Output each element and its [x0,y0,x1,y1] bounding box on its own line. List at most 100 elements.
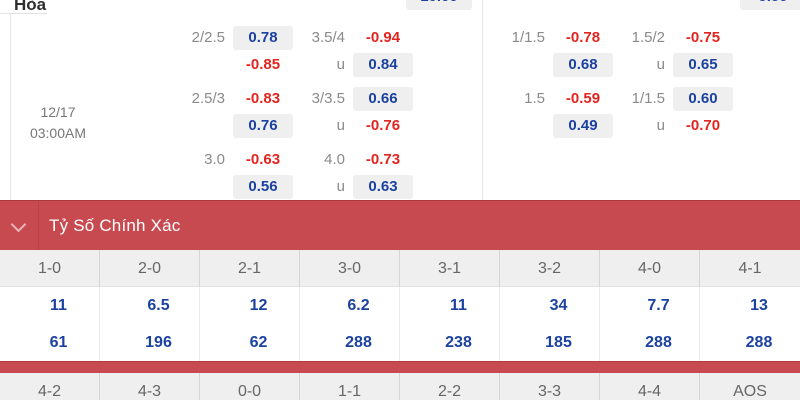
odds-row: 1/1.5 -0.78 1.5/2 -0.75 [475,24,733,51]
score-header-cell: 3-3 [500,373,600,400]
odds-value[interactable]: -0.76 [365,116,401,134]
match-datetime: 12/17 03:00AM [12,102,104,144]
odds-row: 2.5/3 -0.83 3/3.5 0.66 [155,85,413,112]
odds-line-label: 2.5/3 [191,90,225,107]
odds-value[interactable]: 0.60 [673,86,733,111]
score-odds-row: 11 6.5 12 6.2 11 34 7.7 13 [0,287,800,324]
score-odds-row: 61 196 62 288 238 185 288 288 [0,324,800,361]
score-header-cell: 2-1 [200,250,300,287]
panel-divider [482,0,483,200]
odds-line-label: 1.5 [524,90,545,107]
odds-value[interactable]: 0.49 [553,113,613,138]
odds-block: 1/1.5 -0.78 1.5/2 -0.75 0.68 u 0.65 [475,24,733,78]
odds-value[interactable]: 0.56 [233,174,293,199]
score-odds-cell[interactable]: 288 [600,324,700,361]
score-odds-cell[interactable]: 62 [200,324,300,361]
score-odds-cell[interactable]: 61 [0,324,100,361]
odds-value-cut-right[interactable]: 5.50 [740,0,800,10]
score-header-cell: 4-2 [0,373,100,400]
odds-value[interactable]: 0.84 [353,52,413,77]
divider [0,13,47,14]
score-header-cell: 1-0 [0,250,100,287]
score-odds-cell[interactable]: 238 [400,324,500,361]
match-time: 03:00AM [29,125,87,141]
table-left-border [10,14,11,200]
odds-block: 2.5/3 -0.83 3/3.5 0.66 0.76 u -0.76 [155,85,413,139]
score-odds-cell[interactable]: 6.2 [300,287,400,324]
score-odds-cell[interactable]: 196 [100,324,200,361]
odds-line-label: 1/1.5 [511,29,545,46]
odds-value[interactable]: -0.78 [565,28,601,46]
score-header-cell: 3-2 [500,250,600,287]
odds-line-label: 1/1.5 [631,90,665,107]
odds-row: 2/2.5 0.78 3.5/4 -0.94 [155,24,413,51]
score-header-cell: 4-3 [100,373,200,400]
under-label: u [656,56,665,73]
correct-score-grid-2: 4-2 4-3 0-0 1-1 2-2 3-3 4-4 AOS [0,373,800,400]
exact-score-section-header[interactable]: Tỷ Số Chính Xác [0,200,800,250]
score-odds-cell[interactable]: 12 [200,287,300,324]
under-label: u [336,117,345,134]
score-header-cell: 2-0 [100,250,200,287]
odds-value[interactable]: 0.68 [553,52,613,77]
collapse-toggle[interactable] [0,201,39,250]
score-header-cell: 4-1 [700,250,800,287]
odds-line-label: 1.5/2 [631,29,665,46]
odds-row: -0.85 u 0.84 [155,51,413,78]
score-header-cell: 3-0 [300,250,400,287]
odds-panel-right: 1/1.5 -0.78 1.5/2 -0.75 0.68 u 0.65 1.5 -0.59 1/1… [475,24,733,146]
score-odds-cell[interactable]: 7.7 [600,287,700,324]
odds-value[interactable]: 0.63 [353,174,413,199]
odds-block: 1.5 -0.59 1/1.5 0.60 0.49 u -0.70 [475,85,733,139]
odds-value[interactable]: -0.85 [245,55,281,73]
odds-line-label: 3.0 [204,151,225,168]
odds-line-label: 3/3.5 [311,90,345,107]
chevron-down-icon [10,216,27,233]
odds-value[interactable]: -0.83 [245,89,281,107]
score-odds-cell[interactable]: 11 [400,287,500,324]
score-header-cell: 1-1 [300,373,400,400]
under-label: u [336,56,345,73]
score-header-cell: AOS [700,373,800,400]
odds-value[interactable]: -0.75 [685,28,721,46]
correct-score-grid-1: 1-0 2-0 2-1 3-0 3-1 3-2 4-0 4-1 11 6.5 12 6.2 11 34 7.… [0,250,800,361]
odds-value[interactable]: 0.65 [673,52,733,77]
score-odds-cell[interactable]: 11 [0,287,100,324]
score-header-cell: 2-2 [400,373,500,400]
odds-block: 2/2.5 0.78 3.5/4 -0.94 -0.85 u 0.84 [155,24,413,78]
score-odds-cell[interactable]: 13 [750,297,768,314]
match-date: 12/17 [40,104,76,120]
section-title: Tỷ Số Chính Xác [49,215,181,235]
odds-value[interactable]: 0.66 [353,86,413,111]
score-odds-cell[interactable]: 185 [500,324,600,361]
score-header-row: 1-0 2-0 2-1 3-0 3-1 3-2 4-0 4-1 [0,250,800,287]
score-odds-cell[interactable]: 288 [300,324,400,361]
odds-value[interactable]: -0.63 [245,150,281,168]
odds-line-label: 2/2.5 [191,29,225,46]
odds-row: 0.56 u 0.63 [155,173,413,200]
odds-line-label: 4.0 [324,151,345,168]
score-header-cell: 3-1 [400,250,500,287]
odds-value[interactable]: -0.94 [365,28,401,46]
odds-line-label: 3.5/4 [311,29,345,46]
odds-panel-left: 2/2.5 0.78 3.5/4 -0.94 -0.85 u 0.84 2.5/3 -0.83 3… [155,24,413,207]
odds-value[interactable]: 0.78 [233,25,293,50]
odds-row: 1.5 -0.59 1/1.5 0.60 [475,85,733,112]
score-odds-cell[interactable]: 34 [500,287,600,324]
draw-row-label: Hòa [14,0,47,14]
odds-value[interactable]: -0.73 [365,150,401,168]
odds-row: 0.49 u -0.70 [475,112,733,139]
odds-value[interactable]: -0.59 [565,89,601,107]
score-header-row: 4-2 4-3 0-0 1-1 2-2 3-3 4-4 AOS [0,373,800,400]
section-divider-bar [0,361,800,373]
odds-row: 0.68 u 0.65 [475,51,733,78]
under-label: u [336,178,345,195]
under-label: u [656,117,665,134]
odds-value[interactable]: -0.70 [685,116,721,134]
score-odds-cell[interactable]: 288 [745,334,773,351]
score-header-cell: 4-0 [600,250,700,287]
score-odds-cell[interactable]: 6.5 [100,287,200,324]
odds-value-cut-left[interactable]: 10.00 [406,0,472,10]
odds-value[interactable]: 0.76 [233,113,293,138]
